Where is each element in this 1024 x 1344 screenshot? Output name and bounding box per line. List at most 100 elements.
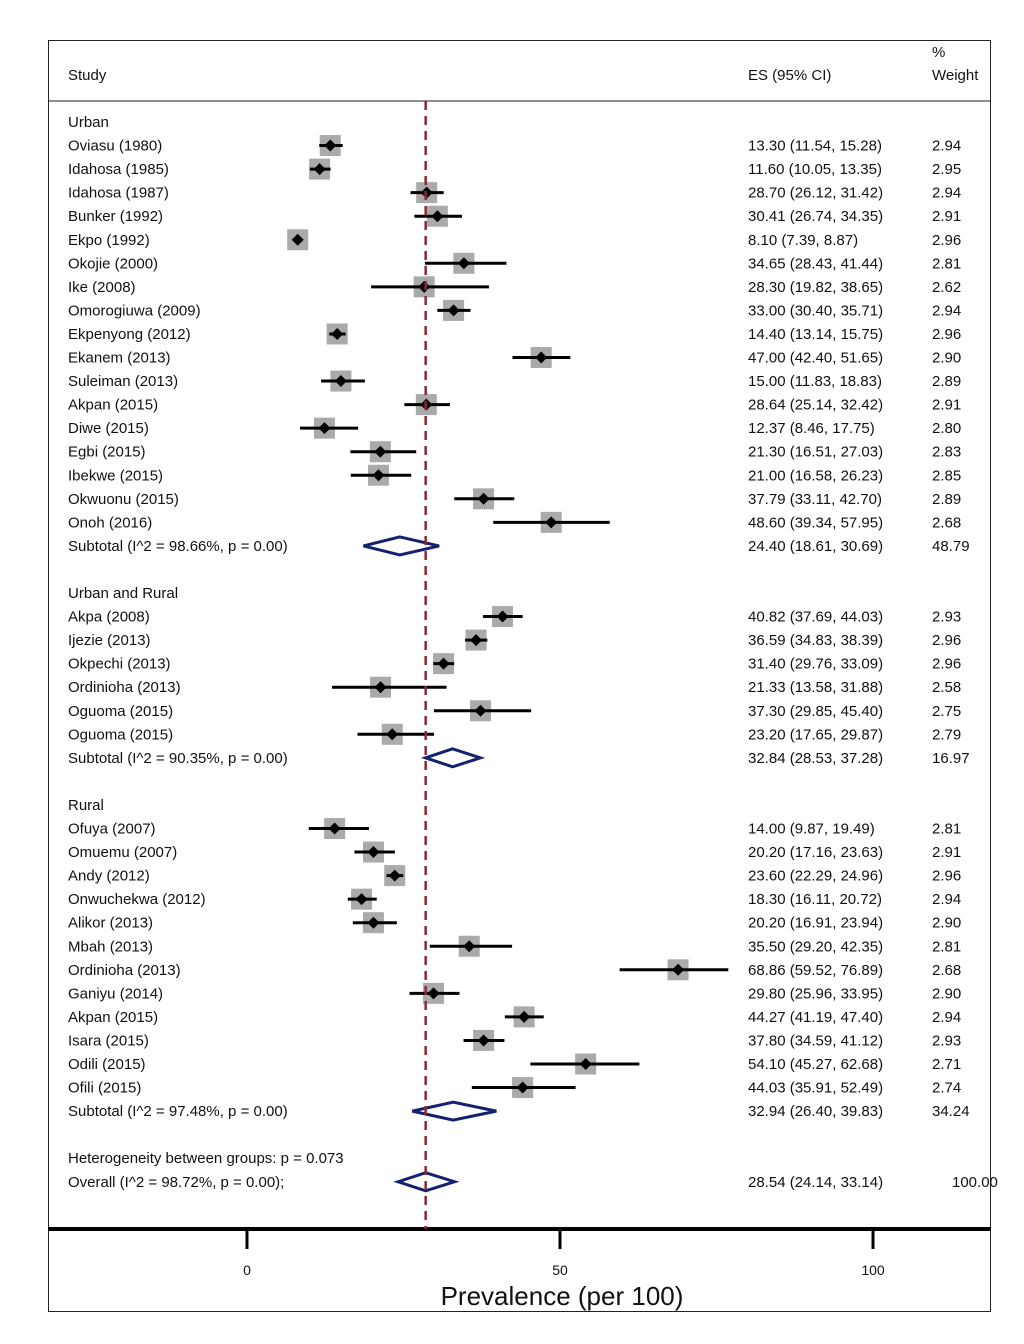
weight-column-header-top: % — [932, 44, 945, 61]
subtotal-es-ci: 32.84 (28.53, 37.28) — [748, 750, 883, 767]
study-es-ci: 29.80 (25.96, 33.95) — [748, 985, 883, 1002]
point-estimate — [477, 492, 490, 505]
study-es-ci: 14.40 (13.14, 15.75) — [748, 326, 883, 343]
study-es-ci: 21.00 (16.58, 26.23) — [748, 467, 883, 484]
es-column-header: ES (95% CI) — [748, 67, 831, 84]
study-weight: 2.94 — [932, 185, 961, 202]
study-label: Mbah (2013) — [68, 938, 153, 955]
study-es-ci: 37.80 (34.59, 41.12) — [748, 1032, 883, 1049]
subtotal-diamond — [411, 1100, 497, 1122]
subtotal-es-ci: 24.40 (18.61, 30.69) — [748, 538, 883, 555]
study-es-ci: 15.00 (11.83, 18.83) — [748, 373, 882, 390]
study-weight: 2.96 — [932, 632, 961, 649]
point-estimate — [437, 657, 450, 670]
study-weight: 2.74 — [932, 1080, 961, 1097]
point-estimate — [477, 1034, 490, 1047]
study-label: Akpan (2015) — [68, 397, 158, 414]
point-estimate — [334, 375, 347, 388]
study-es-ci: 13.30 (11.54, 15.28) — [748, 138, 882, 155]
study-label: Onwuchekwa (2012) — [68, 891, 206, 908]
subtotal-weight: 16.97 — [932, 750, 970, 767]
study-es-ci: 54.10 (45.27, 62.68) — [748, 1056, 883, 1073]
study-es-ci: 48.60 (39.34, 57.95) — [748, 514, 883, 531]
study-weight: 2.94 — [932, 1009, 961, 1026]
study-es-ci: 28.64 (25.14, 32.42) — [748, 397, 883, 414]
study-weight: 2.94 — [932, 891, 961, 908]
subtotal-es-ci: 32.94 (26.40, 39.83) — [748, 1103, 883, 1120]
point-estimate — [545, 516, 558, 529]
study-label: Ekanem (2013) — [68, 350, 171, 367]
point-estimate — [318, 422, 331, 435]
point-estimate — [331, 327, 344, 340]
subtotal-diamond — [363, 535, 440, 557]
study-weight: 2.91 — [932, 397, 961, 414]
study-weight: 2.96 — [932, 868, 961, 885]
study-es-ci: 21.33 (13.58, 31.88) — [748, 679, 883, 696]
study-label: Ekpo (1992) — [68, 232, 150, 249]
point-estimate — [418, 280, 431, 293]
study-label: Ordinioha (2013) — [68, 962, 181, 979]
study-es-ci: 11.60 (10.05, 13.35) — [748, 161, 882, 178]
study-weight: 2.68 — [932, 962, 961, 979]
overall-weight: 100.00 — [952, 1174, 998, 1191]
study-es-ci: 28.30 (19.82, 38.65) — [748, 279, 883, 296]
study-weight: 2.94 — [932, 138, 961, 155]
point-estimate — [447, 304, 460, 317]
group-label: Rural — [68, 797, 104, 814]
study-es-ci: 23.60 (22.29, 24.96) — [748, 868, 883, 885]
point-estimate — [470, 634, 483, 647]
study-es-ci: 35.50 (29.20, 42.35) — [748, 938, 883, 955]
point-estimate — [386, 728, 399, 741]
study-weight: 2.75 — [932, 703, 961, 720]
study-es-ci: 20.20 (16.91, 23.94) — [748, 915, 883, 932]
x-tick-label: 50 — [552, 1262, 568, 1278]
study-weight: 2.95 — [932, 161, 961, 178]
subtotal-label: Subtotal (I^2 = 97.48%, p = 0.00) — [68, 1103, 288, 1120]
study-label: Oviasu (1980) — [68, 138, 162, 155]
point-estimate — [355, 893, 368, 906]
study-es-ci: 68.86 (59.52, 76.89) — [748, 962, 883, 979]
point-estimate — [579, 1058, 592, 1070]
study-label: Oguoma (2015) — [68, 703, 173, 720]
x-axis-ticks: 0 50 100 — [243, 1231, 885, 1278]
study-label: Okpechi (2013) — [68, 656, 171, 673]
study-weight: 2.91 — [932, 844, 961, 861]
point-estimate — [374, 681, 387, 694]
study-weight: 2.83 — [932, 444, 961, 461]
point-estimate — [367, 916, 380, 929]
study-weight: 2.93 — [932, 609, 961, 626]
group-label: Urban and Rural — [68, 585, 178, 602]
point-estimate — [328, 822, 341, 835]
point-estimate — [457, 257, 470, 270]
study-weight: 2.96 — [932, 232, 961, 249]
point-estimate — [324, 139, 337, 152]
forest-plot-frame — [48, 40, 991, 1312]
study-label: Ijezie (2013) — [68, 632, 151, 649]
study-weight: 2.90 — [932, 915, 961, 932]
study-label: Bunker (1992) — [68, 208, 163, 225]
point-estimate — [388, 869, 401, 882]
study-weight: 2.96 — [932, 326, 961, 343]
study-weight: 2.90 — [932, 350, 961, 367]
point-estimate — [374, 445, 387, 458]
heterogeneity-label: Heterogeneity between groups: p = 0.073 — [68, 1150, 344, 1167]
point-estimate — [372, 469, 385, 482]
study-column-header: Study — [68, 67, 107, 84]
study-label: Isara (2015) — [68, 1032, 149, 1049]
study-es-ci: 44.27 (41.19, 47.40) — [748, 1009, 883, 1026]
study-es-ci: 28.70 (26.12, 31.42) — [748, 185, 883, 202]
study-label: Ike (2008) — [68, 279, 136, 296]
x-axis-label: Prevalence (per 100) — [441, 1281, 684, 1311]
study-weight: 2.89 — [932, 373, 961, 390]
study-label: Omorogiuwa (2009) — [68, 302, 201, 319]
study-label: Ganiyu (2014) — [68, 985, 163, 1002]
study-weight: 2.81 — [932, 938, 961, 955]
study-label: Ordinioha (2013) — [68, 679, 181, 696]
study-label: Ofili (2015) — [68, 1080, 141, 1097]
study-label: Suleiman (2013) — [68, 373, 178, 390]
study-label: Onoh (2016) — [68, 514, 152, 531]
study-es-ci: 21.30 (16.51, 27.03) — [748, 444, 883, 461]
study-label: Odili (2015) — [68, 1056, 146, 1073]
study-label: Okojie (2000) — [68, 255, 158, 272]
